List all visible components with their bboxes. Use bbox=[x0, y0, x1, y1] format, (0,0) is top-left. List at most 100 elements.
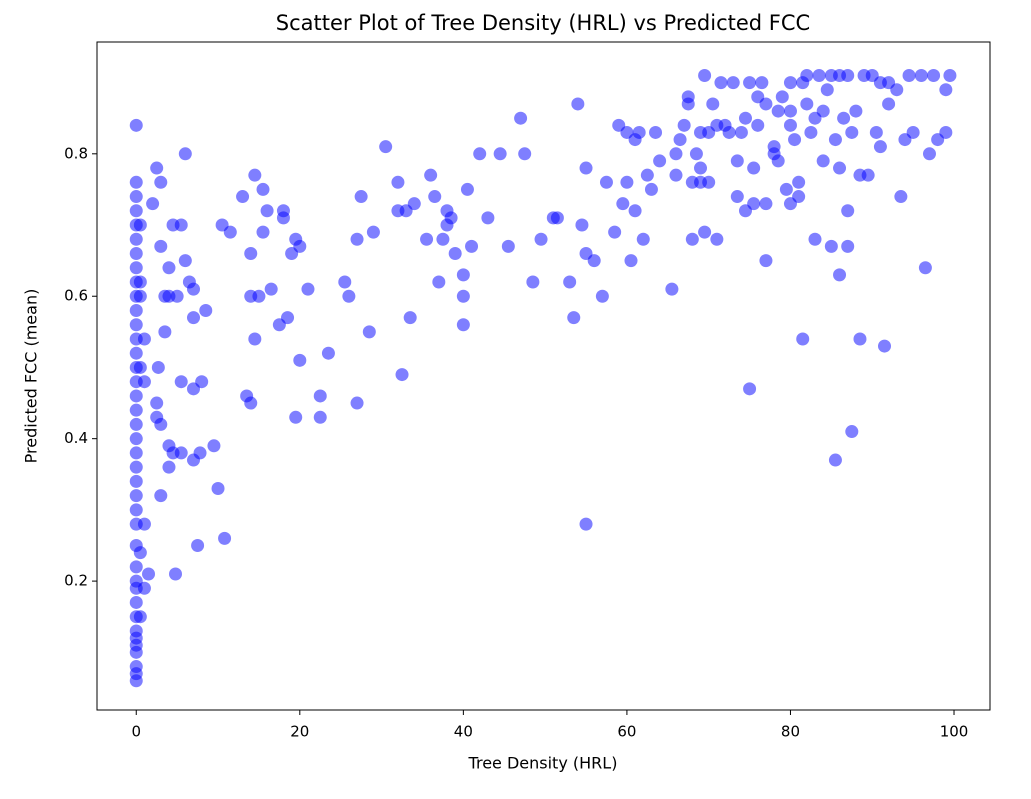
point bbox=[174, 375, 188, 389]
x-tick-label: 80 bbox=[781, 723, 800, 741]
point bbox=[599, 175, 613, 189]
point bbox=[833, 268, 847, 282]
point bbox=[248, 168, 262, 182]
point bbox=[833, 161, 847, 175]
point bbox=[186, 282, 200, 296]
point bbox=[129, 118, 143, 132]
point bbox=[218, 531, 232, 545]
point bbox=[653, 154, 667, 168]
point bbox=[632, 125, 646, 139]
point bbox=[751, 118, 765, 132]
point bbox=[321, 346, 335, 360]
point bbox=[820, 83, 834, 97]
point bbox=[747, 161, 761, 175]
point bbox=[129, 190, 143, 204]
point bbox=[571, 97, 585, 111]
point bbox=[154, 417, 168, 431]
point bbox=[628, 204, 642, 218]
point bbox=[133, 289, 147, 303]
point bbox=[403, 311, 417, 325]
point bbox=[154, 175, 168, 189]
point bbox=[379, 140, 393, 154]
point bbox=[759, 197, 773, 211]
point bbox=[845, 125, 859, 139]
point bbox=[133, 275, 147, 289]
point bbox=[669, 168, 683, 182]
point bbox=[444, 211, 458, 225]
point bbox=[354, 190, 368, 204]
point bbox=[244, 396, 258, 410]
point bbox=[133, 360, 147, 374]
point bbox=[841, 204, 855, 218]
point bbox=[698, 68, 712, 82]
point bbox=[260, 204, 274, 218]
point bbox=[943, 68, 957, 82]
point bbox=[759, 254, 773, 268]
point bbox=[137, 332, 151, 346]
point bbox=[169, 567, 183, 581]
point bbox=[882, 97, 896, 111]
point bbox=[195, 375, 209, 389]
point bbox=[129, 460, 143, 474]
point bbox=[575, 218, 589, 232]
point bbox=[129, 474, 143, 488]
x-tick-label: 0 bbox=[131, 723, 141, 741]
point bbox=[853, 332, 867, 346]
point bbox=[199, 303, 213, 317]
point bbox=[276, 211, 290, 225]
point bbox=[129, 432, 143, 446]
point bbox=[939, 83, 953, 97]
point bbox=[816, 104, 830, 118]
point bbox=[264, 282, 278, 296]
point bbox=[193, 446, 207, 460]
point bbox=[685, 232, 699, 246]
point bbox=[142, 567, 156, 581]
x-tick-label: 100 bbox=[940, 723, 969, 741]
point bbox=[665, 282, 679, 296]
point bbox=[714, 76, 728, 90]
point bbox=[783, 118, 797, 132]
point bbox=[252, 289, 266, 303]
point bbox=[849, 104, 863, 118]
point bbox=[587, 254, 601, 268]
point bbox=[391, 175, 405, 189]
point bbox=[808, 232, 822, 246]
point bbox=[567, 311, 581, 325]
point bbox=[146, 197, 160, 211]
point bbox=[473, 147, 487, 161]
point bbox=[162, 261, 176, 275]
point bbox=[706, 97, 720, 111]
point bbox=[792, 190, 806, 204]
point bbox=[129, 503, 143, 517]
point bbox=[342, 289, 356, 303]
point bbox=[918, 261, 932, 275]
point bbox=[162, 460, 176, 474]
point bbox=[730, 154, 744, 168]
point bbox=[460, 182, 474, 196]
point bbox=[456, 268, 470, 282]
y-tick-label: 0.2 bbox=[64, 572, 88, 590]
point bbox=[726, 76, 740, 90]
point bbox=[939, 125, 953, 139]
point bbox=[407, 197, 421, 211]
point bbox=[710, 232, 724, 246]
point bbox=[579, 517, 593, 531]
point bbox=[792, 175, 806, 189]
point bbox=[129, 660, 143, 674]
point bbox=[828, 453, 842, 467]
point bbox=[174, 446, 188, 460]
point bbox=[137, 581, 151, 595]
point bbox=[362, 325, 376, 339]
point bbox=[608, 225, 622, 239]
point bbox=[636, 232, 650, 246]
chart-title: Scatter Plot of Tree Density (HRL) vs Pr… bbox=[276, 11, 810, 35]
y-tick-label: 0.6 bbox=[64, 287, 88, 305]
point bbox=[677, 118, 691, 132]
point bbox=[837, 111, 851, 125]
point bbox=[579, 161, 593, 175]
point bbox=[869, 125, 883, 139]
point bbox=[861, 168, 875, 182]
point bbox=[293, 353, 307, 367]
point bbox=[514, 111, 528, 125]
